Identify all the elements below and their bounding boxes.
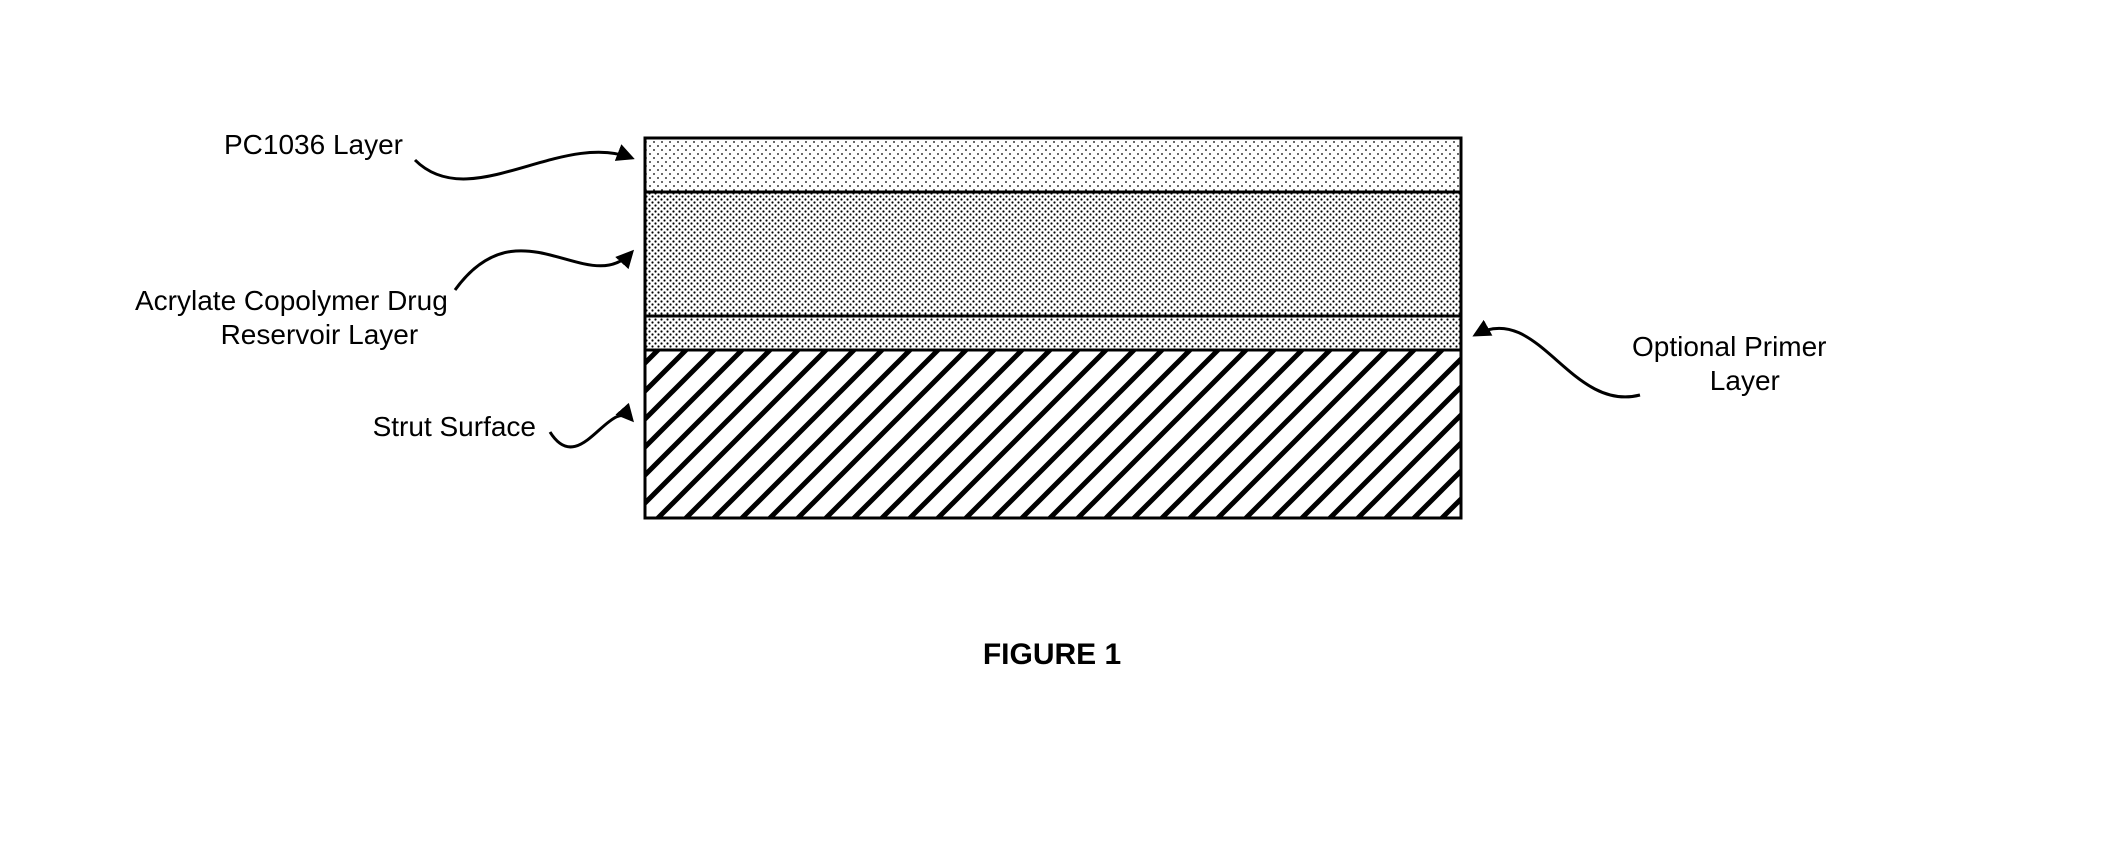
layer-primer [645,316,1461,350]
figure-caption: FIGURE 1 [983,638,1121,672]
arrow-reservoir-label [455,251,632,290]
reservoir-label: Acrylate Copolymer Drug Reservoir Layer [135,284,448,351]
layer-strut [645,350,1461,518]
pc1036-label: PC1036 Layer [224,128,403,162]
arrow-pc1036-label [415,152,632,179]
layer-pc1036 [645,138,1461,192]
arrow-strut-label [550,415,632,447]
layer-reservoir [645,192,1461,316]
arrow-primer-label [1475,328,1640,397]
layer-stack [645,138,1461,518]
primer-label: Optional Primer Layer [1632,330,1827,397]
strut-label: Strut Surface [373,410,536,444]
